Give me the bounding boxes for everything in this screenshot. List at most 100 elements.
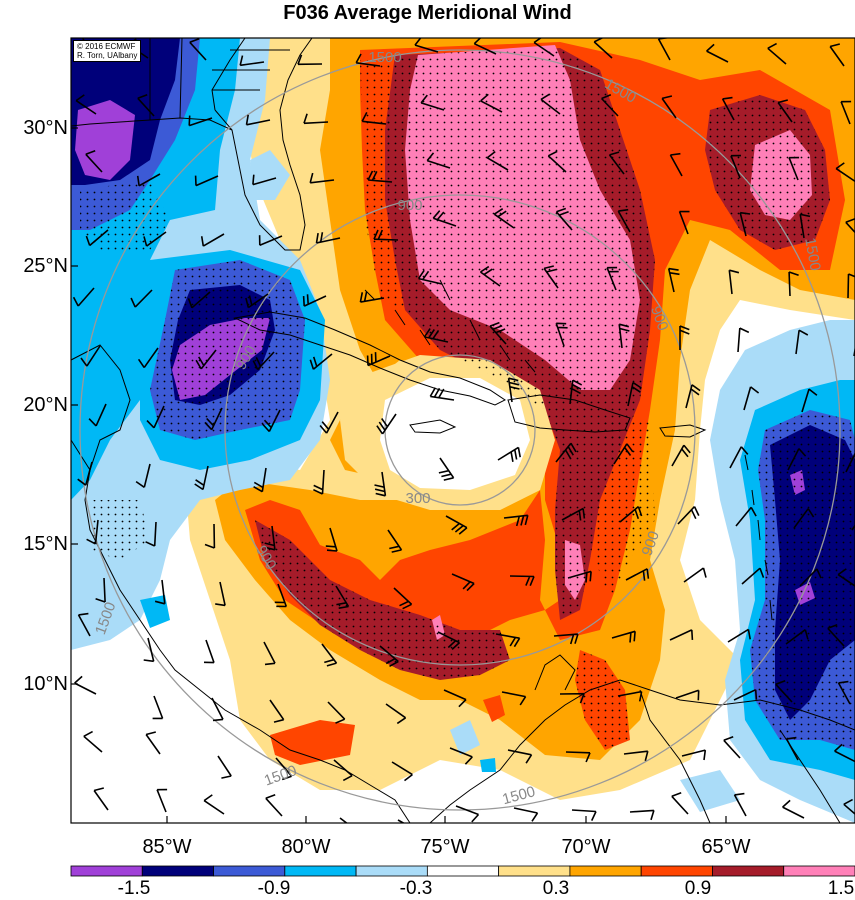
- wind-barb: [321, 643, 338, 667]
- colorbar-label: 0.3: [542, 878, 570, 899]
- wind-barb: [309, 172, 335, 184]
- wind-barb: [503, 514, 529, 527]
- wind-barb: [743, 386, 760, 411]
- wind-barb: [195, 349, 217, 370]
- wind-barb: [767, 42, 787, 65]
- wind-barb: [217, 755, 232, 779]
- wind-barb: [677, 506, 700, 525]
- wind-barb: [497, 446, 521, 462]
- wind-barb: [623, 750, 649, 762]
- wind-barb: [265, 793, 283, 817]
- map-frame: [70, 37, 855, 824]
- wind-barb: [451, 573, 475, 592]
- wind-barb: [75, 94, 97, 115]
- colorbar-swatch: [569, 865, 642, 877]
- map-title: F036 Average Meridional Wind: [283, 2, 572, 24]
- wind-barb: [269, 699, 285, 723]
- wind-barb: [728, 269, 740, 295]
- lat-label-10n: 10°N: [23, 673, 68, 695]
- wind-barb: [88, 403, 107, 427]
- wind-barb: [80, 345, 101, 367]
- wind-barb: [840, 100, 852, 125]
- coastlines: [71, 38, 855, 823]
- wind-barb: [194, 175, 219, 187]
- wind-barb: [486, 150, 509, 171]
- wind-barb: [679, 325, 690, 350]
- wind-barb: [627, 381, 642, 407]
- wind-barb: [313, 469, 325, 495]
- wind-barb: [559, 692, 585, 704]
- wind-barb: [507, 749, 533, 764]
- wind-barb: [671, 791, 689, 815]
- colorbar-swatch: [498, 865, 571, 877]
- wind-barb: [137, 347, 159, 369]
- wind-barb: [303, 113, 329, 125]
- wind-barb: [667, 267, 680, 293]
- wind-barb: [203, 794, 225, 815]
- wind-barb: [480, 93, 503, 113]
- wind-barb: [215, 581, 226, 607]
- wind-barb: [565, 751, 591, 763]
- wind-barb: [735, 506, 757, 527]
- wind-barb: [793, 508, 815, 529]
- wind-barb: [309, 353, 333, 370]
- wind-barb: [513, 807, 539, 822]
- wind-barb: [617, 208, 631, 233]
- wind-barb: [851, 524, 855, 531]
- wind-barb: [509, 575, 535, 587]
- credit-box: © 2016 ECMWF R. Torn, UAlbany: [73, 40, 142, 62]
- wind-barb: [327, 701, 346, 724]
- wind-barb: [601, 94, 619, 117]
- wind-barb: [681, 749, 707, 761]
- wind-barb: [95, 577, 106, 603]
- wind-barb: [671, 444, 691, 467]
- colorbar-swatch: [284, 865, 357, 877]
- wind-barb: [72, 287, 95, 307]
- wind-barb: [366, 352, 391, 367]
- lon-label-75w: 75°W: [420, 836, 470, 858]
- lat-label-20n: 20°N: [23, 394, 68, 416]
- wind-barb: [252, 351, 275, 371]
- wind-barb: [211, 697, 224, 722]
- wind-barb: [737, 327, 750, 353]
- wind-barb: [611, 630, 636, 643]
- wind-barb: [625, 568, 650, 581]
- wind-barb: [188, 115, 213, 127]
- wind-barb: [426, 152, 451, 169]
- wind-barb: [782, 799, 805, 819]
- range-ring-label: 300: [405, 490, 430, 507]
- wind-barb: [801, 388, 818, 413]
- wind-barb: [788, 156, 800, 181]
- wind-barb: [145, 521, 157, 547]
- wind-barb: [385, 703, 407, 725]
- wind-barb: [339, 817, 348, 823]
- wind-barb: [136, 173, 161, 187]
- colorbar: [70, 865, 855, 877]
- wind-barb: [835, 162, 855, 183]
- wind-barb: [533, 38, 555, 57]
- lon-label-85w: 85°W: [142, 836, 192, 858]
- map-plot-area: [71, 38, 855, 823]
- wind-barb: [495, 633, 521, 648]
- wind-barb: [837, 680, 851, 705]
- wind-barb: [606, 266, 619, 291]
- wind-barb: [85, 149, 103, 173]
- wind-barb: [567, 570, 592, 583]
- wind-barb: [355, 53, 381, 67]
- wind-barb: [274, 583, 288, 608]
- wind-barb: [245, 293, 269, 309]
- wind-barb: [376, 413, 397, 435]
- axis-ticks: [71, 127, 727, 823]
- colorbar-swatch: [141, 865, 214, 877]
- wind-barb: [253, 467, 267, 493]
- wind-barb: [264, 525, 276, 551]
- wind-barb: [397, 819, 406, 823]
- wind-barb: [547, 150, 567, 173]
- wind-barb: [263, 641, 276, 666]
- colorbar-swatch: [70, 865, 143, 877]
- wind-barb: [799, 213, 811, 239]
- wind-barb: [619, 505, 643, 523]
- wind-barb: [373, 229, 399, 241]
- wind-barb: [555, 207, 573, 231]
- lat-label-15n: 15°N: [23, 533, 68, 555]
